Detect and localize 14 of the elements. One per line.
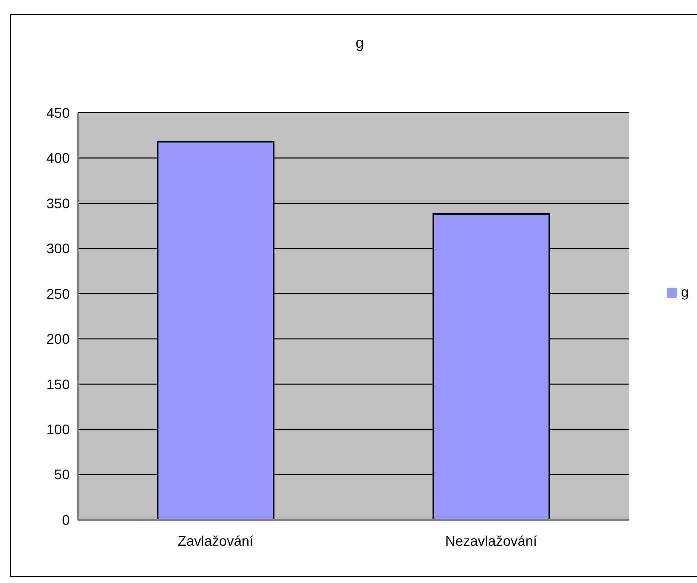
y-tick-label: 400 <box>46 150 70 166</box>
y-tick-label: 100 <box>46 422 70 438</box>
x-tick-label: Nezavlažování <box>445 532 538 549</box>
legend-label: g <box>681 284 689 300</box>
y-tick-label: 450 <box>46 104 70 121</box>
y-tick-label: 350 <box>46 195 70 212</box>
y-tick-label: 300 <box>46 240 70 257</box>
y-tick-label: 150 <box>46 376 70 392</box>
x-tick-label: Zavlažování <box>178 532 254 549</box>
y-tick-label: 250 <box>46 286 70 302</box>
y-tick-label: 200 <box>46 331 70 348</box>
chart-title: g <box>354 35 366 52</box>
y-tick-label: 50 <box>54 466 70 483</box>
y-tick-label: 0 <box>62 512 70 528</box>
